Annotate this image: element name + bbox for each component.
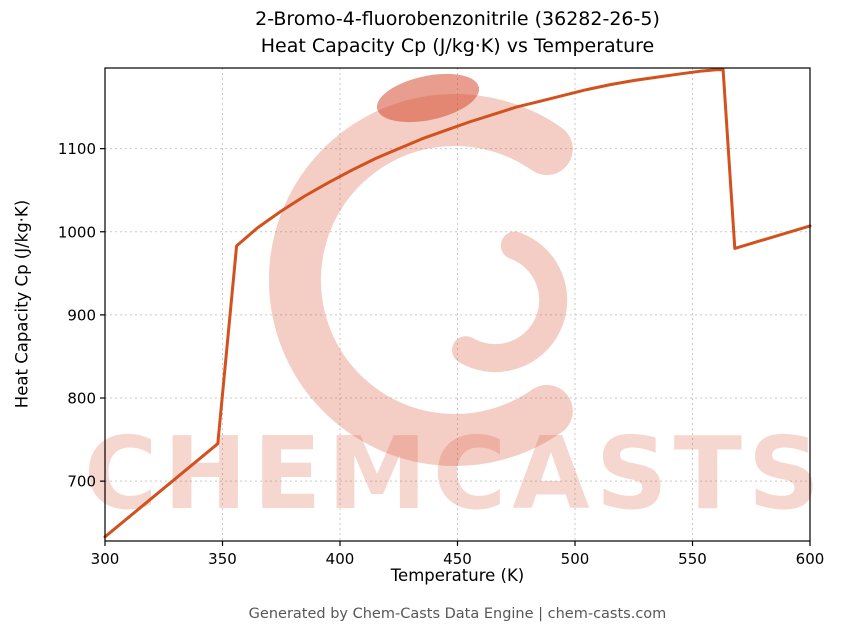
x-tick-label: 450	[443, 550, 472, 568]
x-tick-label: 500	[561, 550, 590, 568]
y-tick-label: 700	[67, 473, 96, 491]
x-tick-label: 550	[678, 550, 707, 568]
watermark-logo-swirl	[452, 231, 568, 373]
chart-title: 2-Bromo-4-fluorobenzonitrile (36282-26-5…	[105, 6, 810, 60]
watermark-logo-ring	[269, 94, 573, 466]
y-tick-label: 1100	[58, 140, 96, 158]
watermark-logo-blob	[376, 73, 480, 123]
watermark-text: CHEMCASTS	[84, 415, 826, 532]
x-tick-label: 400	[326, 550, 355, 568]
y-axis-label: Heat Capacity Cp (J/kg·K)	[12, 199, 32, 409]
x-tick-label: 350	[208, 550, 237, 568]
footer-credit: Generated by Chem-Casts Data Engine | ch…	[248, 606, 667, 622]
y-tick-label: 1000	[58, 223, 96, 241]
x-tick-label: 300	[91, 550, 120, 568]
y-tick-label: 800	[67, 390, 96, 408]
x-tick-label: 600	[796, 550, 825, 568]
cp-line	[103, 68, 812, 539]
chart-title-line1: 2-Bromo-4-fluorobenzonitrile (36282-26-5…	[255, 8, 660, 30]
y-tick-label: 900	[67, 306, 96, 324]
chart-title-line2: Heat Capacity Cp (J/kg·K) vs Temperature	[260, 35, 655, 57]
x-axis-label: Temperature (K)	[390, 566, 525, 585]
